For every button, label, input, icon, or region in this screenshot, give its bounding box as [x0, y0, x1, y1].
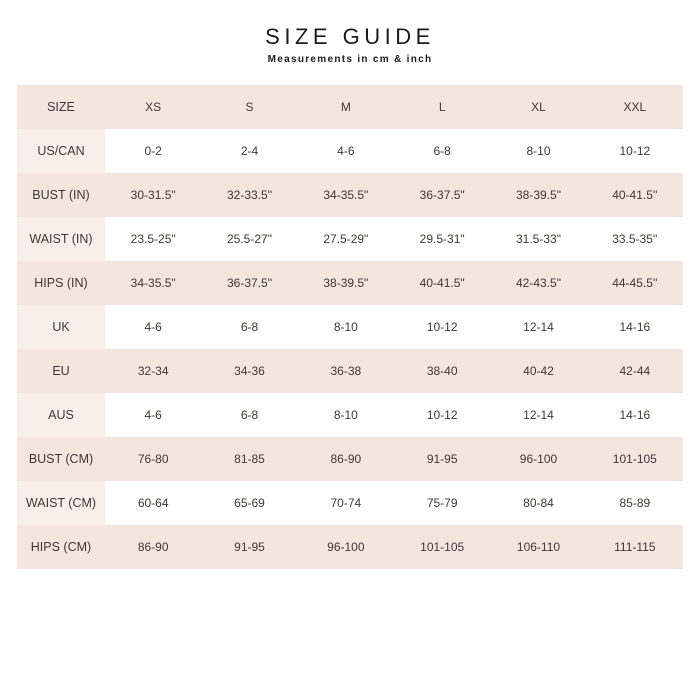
value-cell: 96-100: [327, 540, 365, 554]
value-cell: 33.5-35'': [612, 232, 658, 246]
value-cell: 106-110: [516, 540, 561, 554]
value-cell: 80-84: [523, 496, 554, 510]
value-cell: 65-69: [234, 496, 265, 510]
value-cell: 8-10: [333, 408, 358, 422]
table-header-row: SIZE XS S M L XL XXL: [17, 85, 683, 129]
value-cell: 6-8: [433, 144, 451, 158]
value-cell: 31.5-33": [516, 232, 561, 246]
row-label-cell: HIPS (IN): [34, 276, 88, 290]
value-cell: 42-43.5": [516, 276, 561, 290]
value-cell: 4-6: [144, 320, 162, 334]
header-size-cell: S: [245, 100, 254, 114]
value-cell: 40-42: [523, 364, 554, 378]
row-label-cell: WAIST (IN): [17, 217, 105, 261]
row-label-cell: AUS: [17, 393, 105, 437]
value-cell: 34-36: [234, 364, 265, 378]
header-size-cell: L: [438, 100, 446, 114]
value-cell: 12-14: [523, 320, 554, 334]
value-cell: 86-90: [330, 452, 362, 466]
value-cell: 8-10: [333, 320, 358, 334]
value-cell: 85-89: [619, 496, 651, 510]
value-cell: 76-80: [137, 452, 169, 466]
value-cell: 38-39.5": [323, 276, 369, 290]
value-cell: 34-35.5": [323, 188, 369, 202]
value-cell: 2-4: [240, 144, 259, 158]
value-cell: 42-44: [619, 364, 651, 378]
row-label-cell: BUST (CM): [28, 452, 94, 466]
value-cell: 12-14: [523, 408, 554, 422]
value-cell: 29.5-31": [419, 232, 465, 246]
value-cell: 101-105: [612, 452, 657, 466]
value-cell: 91-95: [234, 540, 265, 554]
value-cell: 38-39.5": [516, 188, 561, 202]
header-size-cell: XS: [145, 100, 162, 114]
value-cell: 14-16: [619, 320, 651, 334]
table-row: WAIST (IN) 23.5-25" 25.5-27" 27.5-29" 29.5-3…: [17, 217, 683, 261]
value-cell: 81-85: [234, 452, 265, 466]
table-row: UK 4-6 6-8 8-10 10-12 12-14 14-16: [17, 305, 683, 349]
value-cell: 34-35.5": [130, 276, 176, 290]
header-label-cell: SIZE: [47, 100, 75, 114]
table-row: HIPS (IN) 34-35.5" 36-37.5" 38-39.5" 40-41.5…: [17, 261, 683, 305]
value-cell: 70-74: [330, 496, 362, 510]
table-row: EU 32-34 34-36 36-38 38-40 40-42 42-44: [17, 349, 683, 393]
value-cell: 4-6: [337, 144, 355, 158]
value-cell: 6-8: [240, 320, 259, 334]
value-cell: 101-105: [420, 540, 465, 554]
value-cell: 60-64: [137, 496, 169, 510]
value-cell: 10-12: [426, 320, 458, 334]
value-cell: 8-10: [526, 144, 551, 158]
row-label-cell: EU: [52, 364, 70, 378]
table-row: AUS 4-6 6-8 8-10 10-12 12-14 14-16: [17, 393, 683, 437]
table-row: BUST (IN) 30-31.5" 32-33.5" 34-35.5" 36-37.5…: [17, 173, 683, 217]
row-label-cell: BUST (IN): [32, 188, 90, 202]
value-cell: 111-115: [614, 540, 656, 554]
row-label-cell: HIPS (CM): [30, 540, 92, 554]
header-size-cell: M: [340, 100, 351, 114]
value-cell: 0-2: [144, 144, 162, 158]
value-cell: 6-8: [240, 408, 259, 422]
table-row: HIPS (CM) 86-90 91-95 96-100 101-105 106-110 1…: [17, 525, 683, 569]
value-cell: 44-45.5'': [612, 276, 658, 290]
value-cell: 38-40: [426, 364, 458, 378]
size-guide-table: SIZE XS S M L XL XXL US/CAN 0-2 2-4 4-6 6-8 8-10 10-1…: [17, 85, 683, 569]
value-cell: 36-37.5": [227, 276, 272, 290]
value-cell: 86-90: [137, 540, 169, 554]
value-cell: 75-79: [426, 496, 458, 510]
value-cell: 36-37.5": [419, 188, 465, 202]
row-label-cell: UK: [17, 305, 105, 349]
page-subtitle: Measurements in cm & inch: [267, 54, 433, 65]
value-cell: 10-12: [426, 408, 458, 422]
value-cell: 10-12: [619, 144, 651, 158]
value-cell: 30-31.5": [130, 188, 176, 202]
page-title: SIZE GUIDE: [265, 24, 435, 49]
table-row: WAIST (CM) 60-64 65-69 70-74 75-79 80-84 85-89: [17, 481, 683, 525]
header-size-cell: XL: [531, 100, 546, 114]
value-cell: 32-34: [137, 364, 169, 378]
table-row: US/CAN 0-2 2-4 4-6 6-8 8-10 10-12: [17, 129, 683, 173]
row-label-cell: WAIST (CM): [17, 481, 105, 525]
header-size-cell: XXL: [623, 100, 647, 114]
value-cell: 14-16: [619, 408, 651, 422]
value-cell: 4-6: [144, 408, 162, 422]
value-cell: 23.5-25": [130, 232, 176, 246]
table-row: BUST (CM) 76-80 81-85 86-90 91-95 96-100 101-1…: [17, 437, 683, 481]
value-cell: 27.5-29": [323, 232, 369, 246]
value-cell: 36-38: [330, 364, 362, 378]
value-cell: 96-100: [519, 452, 558, 466]
value-cell: 91-95: [426, 452, 458, 466]
value-cell: 40-41.5'': [612, 188, 658, 202]
value-cell: 32-33.5": [227, 188, 272, 202]
row-label-cell: US/CAN: [17, 129, 105, 173]
value-cell: 25.5-27": [227, 232, 272, 246]
value-cell: 40-41.5": [419, 276, 465, 290]
